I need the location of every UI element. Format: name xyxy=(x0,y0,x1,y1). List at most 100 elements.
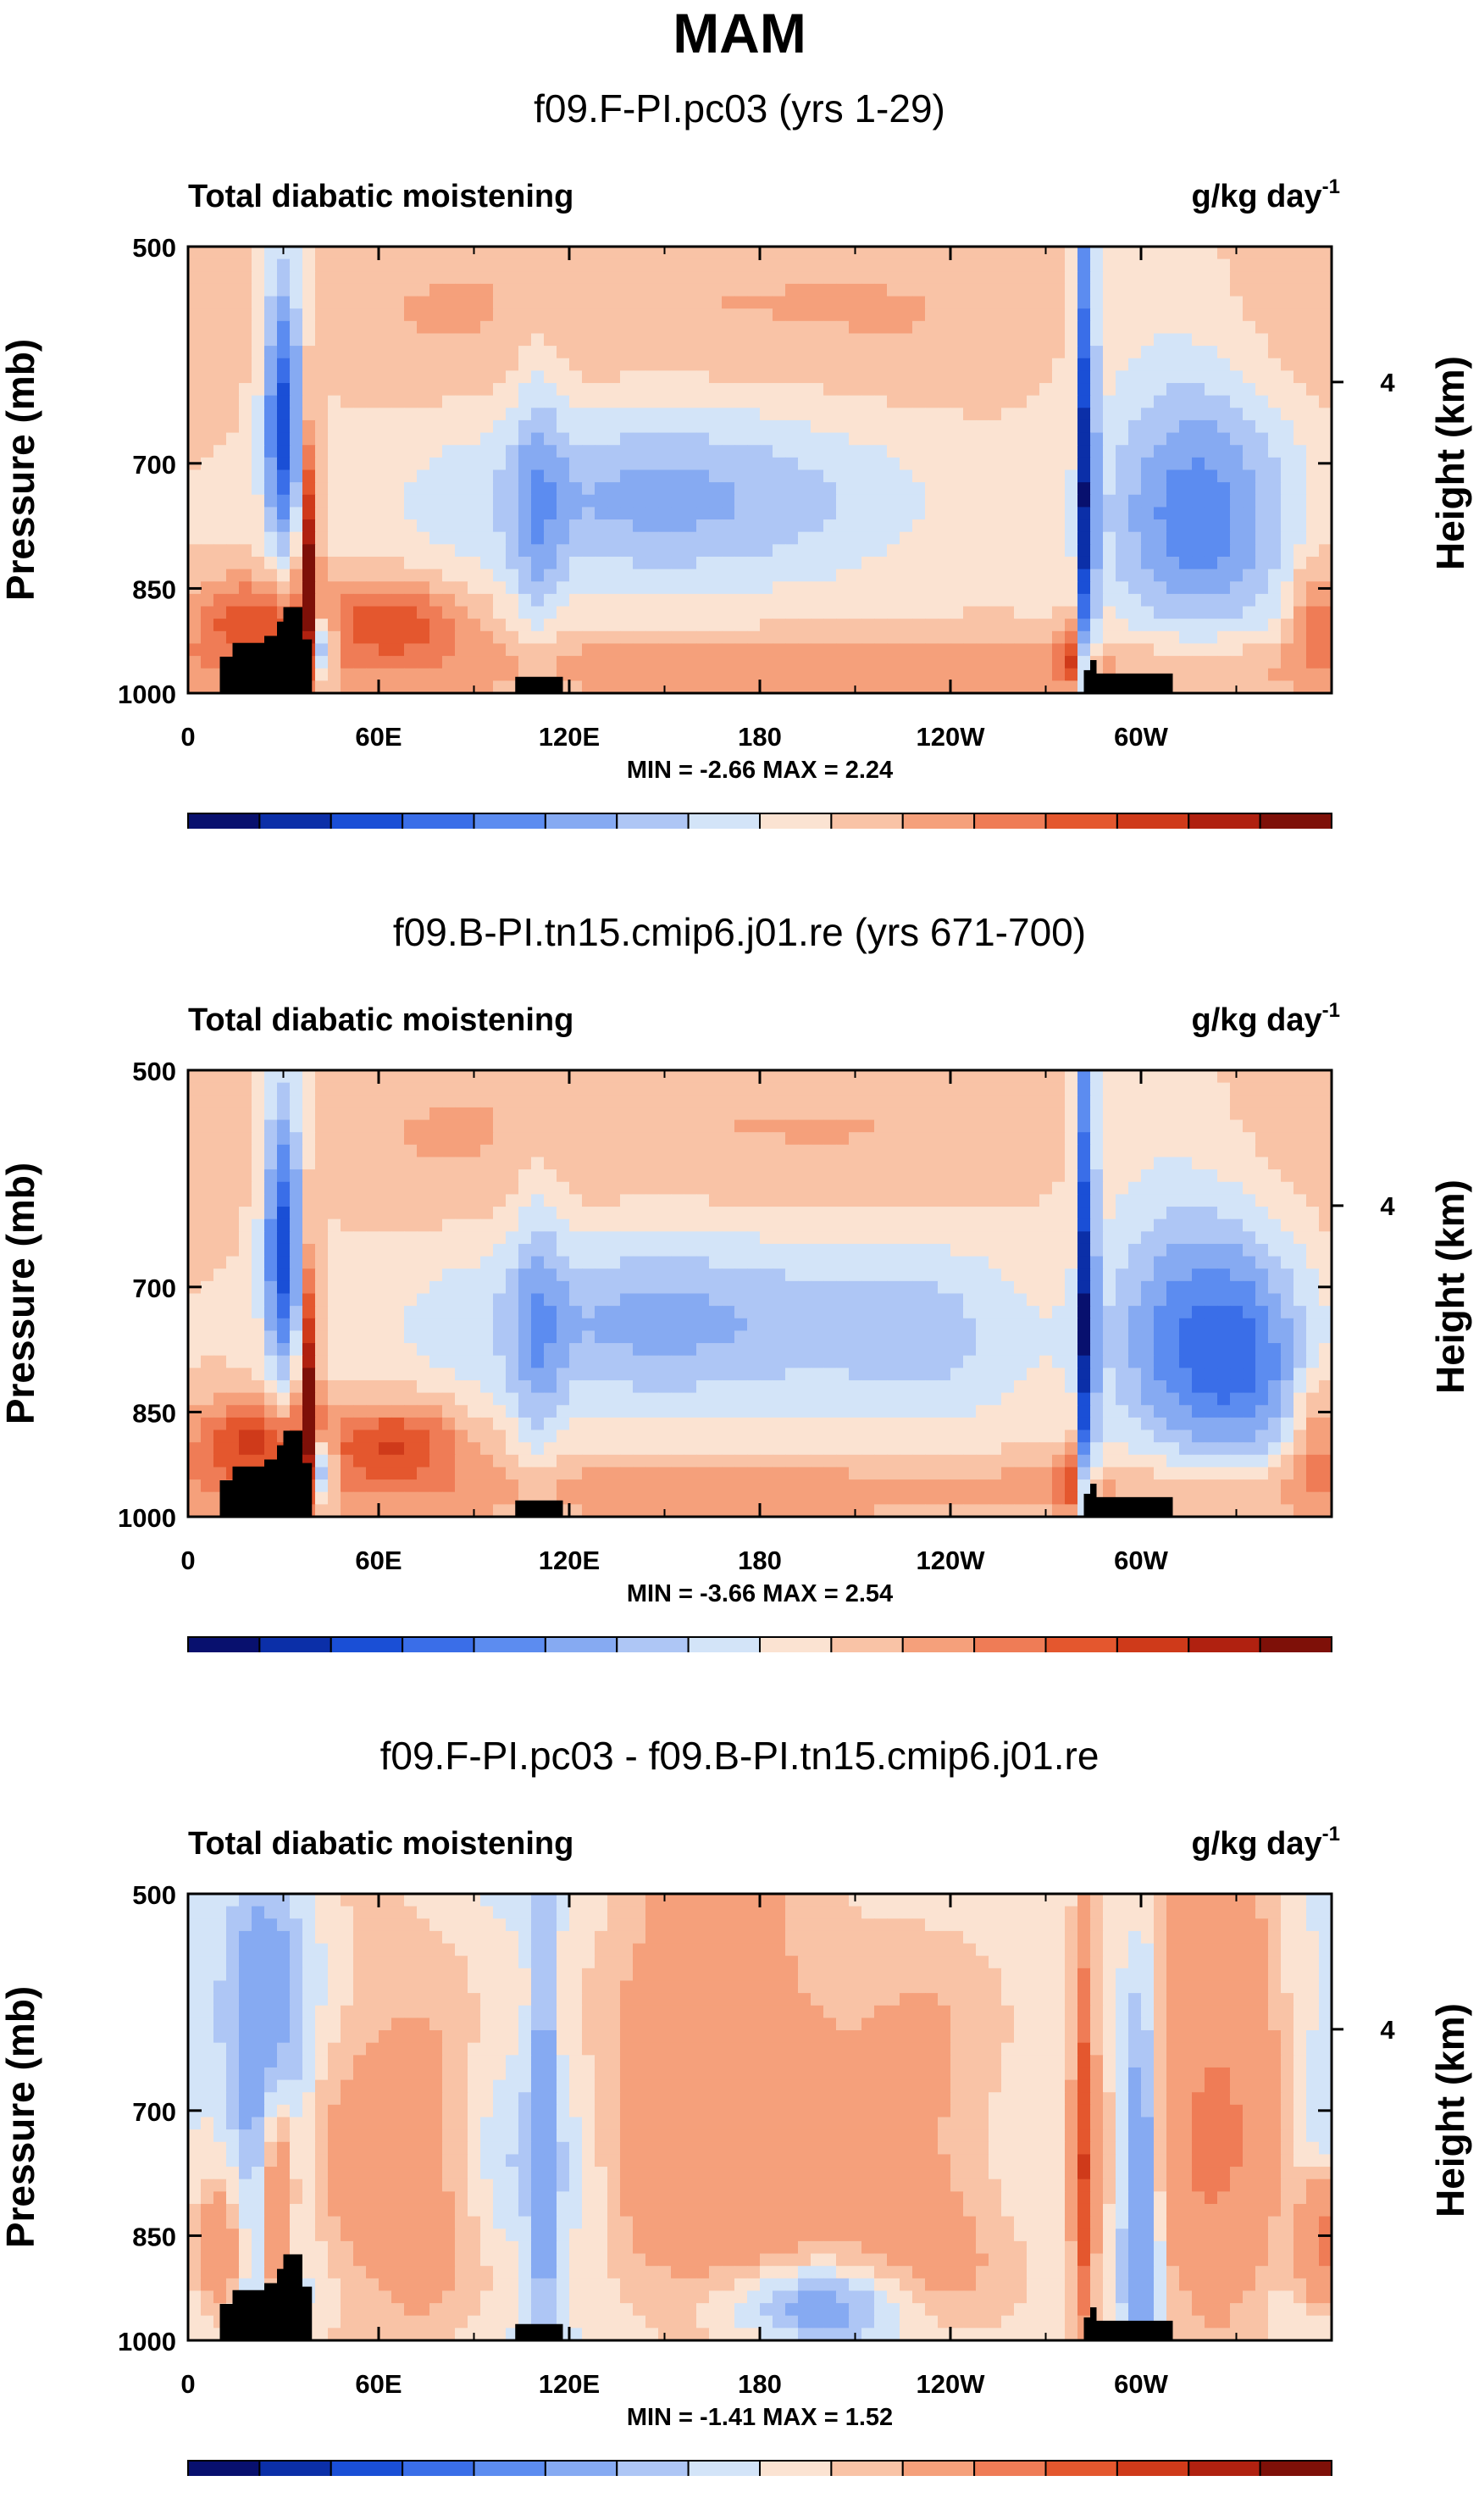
heatmap-cell xyxy=(1052,593,1066,608)
heatmap-cell xyxy=(1128,370,1142,384)
heatmap-cell xyxy=(302,507,316,520)
heatmap-cell xyxy=(315,383,329,397)
heatmap-cell xyxy=(391,247,405,260)
heatmap-cell xyxy=(976,1268,989,1282)
heatmap-cell xyxy=(1103,1243,1116,1257)
heatmap-cell xyxy=(1001,619,1015,632)
heatmap-cell xyxy=(1281,383,1294,397)
heatmap-cell xyxy=(1154,1218,1167,1232)
colorbar-swatch xyxy=(830,813,904,829)
heatmap-cell xyxy=(925,507,939,520)
heatmap-cell xyxy=(328,482,341,496)
heatmap-cell xyxy=(823,569,837,582)
heatmap-cell xyxy=(734,432,748,446)
heatmap-cell xyxy=(684,569,697,582)
heatmap-cell xyxy=(1039,1157,1053,1170)
heatmap-cell xyxy=(264,258,278,272)
heatmap-cell xyxy=(1217,1095,1231,1108)
heatmap-cell xyxy=(366,556,379,570)
heatmap-cell xyxy=(1065,1157,1078,1170)
heatmap-cell xyxy=(277,296,291,309)
heatmap-cell xyxy=(811,1119,824,1133)
heatmap-cell xyxy=(696,283,710,297)
heatmap-cell xyxy=(226,370,240,384)
heatmap-cell xyxy=(213,643,227,657)
heatmap-cell xyxy=(760,544,773,558)
heatmap-cell xyxy=(912,680,926,694)
heatmap-cell xyxy=(1293,619,1307,632)
heatmap-cell xyxy=(696,1231,710,1245)
heatmap-cell xyxy=(544,531,557,545)
heatmap-cell xyxy=(1255,668,1269,681)
heatmap-cell xyxy=(1243,619,1256,632)
heatmap-cell xyxy=(480,320,494,335)
heatmap-cell xyxy=(518,1181,532,1195)
heatmap-cell xyxy=(1192,333,1205,347)
heatmap-cell xyxy=(1281,296,1294,309)
heatmap-cell xyxy=(252,271,265,285)
heatmap-cell xyxy=(1243,308,1256,322)
heatmap-cell xyxy=(1039,630,1053,645)
heatmap-cell xyxy=(1255,432,1269,446)
heatmap-cell xyxy=(353,1293,367,1307)
heatmap-cell xyxy=(658,668,672,681)
heatmap-cell xyxy=(188,593,202,608)
y-axis-title: Pressure (mb) xyxy=(0,339,42,601)
heatmap-cell xyxy=(887,271,900,285)
heatmap-cell xyxy=(1179,383,1193,397)
heatmap-cell xyxy=(442,296,456,309)
heatmap-cell xyxy=(976,1107,989,1121)
units-exponent: -1 xyxy=(1322,175,1340,198)
heatmap-cell xyxy=(633,370,646,384)
heatmap-cell xyxy=(328,581,341,595)
heatmap-cell xyxy=(1116,1268,1129,1282)
heatmap-cell xyxy=(620,1256,634,1269)
heatmap-cell xyxy=(938,1256,951,1269)
heatmap-cell xyxy=(963,432,977,446)
heatmap-cell xyxy=(976,482,989,496)
heatmap-cell xyxy=(1205,1132,1218,1146)
heatmap-cell xyxy=(1077,247,1091,260)
heatmap-cell xyxy=(798,1256,812,1269)
heatmap-cell xyxy=(887,630,900,645)
heatmap-cell xyxy=(1065,1181,1078,1195)
heatmap-cell xyxy=(1255,308,1269,322)
heatmap-cell xyxy=(645,469,659,483)
heatmap-cell xyxy=(582,630,595,645)
heatmap-cell xyxy=(925,383,939,397)
heatmap-cell xyxy=(1205,1095,1218,1108)
heatmap-cell xyxy=(1243,1256,1256,1269)
heatmap-cell xyxy=(773,383,786,397)
heatmap-cell xyxy=(1052,370,1066,384)
heatmap-cell xyxy=(938,519,951,533)
heatmap-cell xyxy=(976,1207,989,1220)
heatmap-cell xyxy=(1001,1231,1015,1245)
heatmap-cell xyxy=(442,556,456,570)
heatmap-cell xyxy=(773,457,786,471)
heatmap-cell xyxy=(798,1268,812,1282)
heatmap-cell xyxy=(391,556,405,570)
heatmap-cell xyxy=(1319,1268,1332,1282)
heatmap-cell xyxy=(887,680,900,694)
heatmap-cell xyxy=(264,581,278,595)
heatmap-cell xyxy=(1154,569,1167,582)
heatmap-cell xyxy=(607,432,621,446)
heatmap-cell xyxy=(468,1119,481,1133)
heatmap-cell xyxy=(1103,569,1116,582)
heatmap-cell xyxy=(773,1231,786,1245)
heatmap-cell xyxy=(1128,469,1142,483)
heatmap-cell xyxy=(1243,507,1256,520)
heatmap-cell xyxy=(1166,320,1180,335)
heatmap-cell xyxy=(264,1207,278,1220)
heatmap-cell xyxy=(900,296,913,309)
heatmap-cell xyxy=(404,544,418,558)
heatmap-cell xyxy=(1001,1082,1015,1096)
heatmap-cell xyxy=(518,395,532,408)
heatmap-cell xyxy=(493,1095,507,1108)
heatmap-cell xyxy=(1001,333,1015,347)
heatmap-cell xyxy=(582,1095,595,1108)
heatmap-cell xyxy=(1230,1181,1244,1195)
heatmap-cell xyxy=(582,1157,595,1170)
heatmap-cell xyxy=(722,1231,735,1245)
heatmap-cell xyxy=(366,680,379,694)
